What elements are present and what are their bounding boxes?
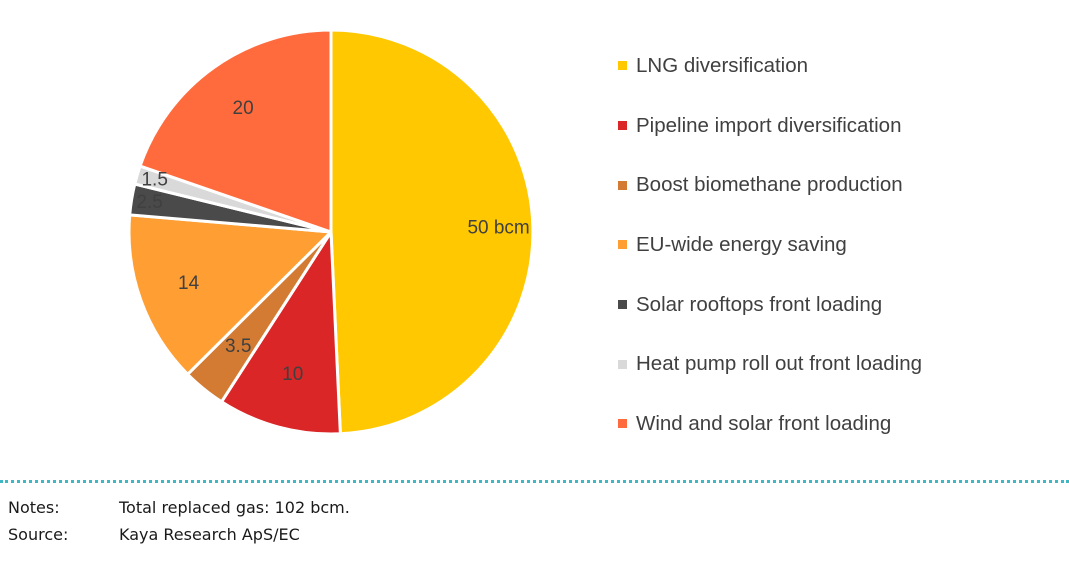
legend-item: Heat pump roll out front loading <box>618 334 922 394</box>
legend-swatch <box>618 300 627 310</box>
source-key: Source: <box>8 525 69 544</box>
pie-value-label: 1.5 <box>141 170 167 191</box>
legend-label: Boost biomethane production <box>636 173 903 197</box>
pie-value-label: 14 <box>178 273 200 294</box>
legend-label: Pipeline import diversification <box>636 113 902 137</box>
legend-label: Heat pump roll out front loading <box>636 352 923 376</box>
legend-swatch <box>618 180 627 190</box>
legend-label: Wind and solar front loading <box>636 411 892 435</box>
pie-slice <box>127 213 333 376</box>
legend-item: EU-wide energy saving <box>618 215 922 275</box>
pie-value-labels: 50 bcm 10 3.5 14 2.51.5 20 <box>136 98 529 385</box>
legend-label: LNG diversification <box>636 53 809 77</box>
notes-value: Total replaced gas: 102 bcm. <box>119 498 350 517</box>
pie-value-label: 3.5 <box>225 336 251 357</box>
legend-swatch <box>618 419 627 429</box>
legend-item: LNG diversification <box>618 36 922 96</box>
legend-swatch <box>618 121 627 131</box>
pie-value-label: 50 bcm <box>467 218 529 239</box>
pie-slice <box>220 230 342 436</box>
pie-chart: 50 bcm 10 3.5 14 2.51.5 20 <box>127 28 535 436</box>
legend-item: Boost biomethane production <box>618 155 922 215</box>
pie-slices <box>127 28 535 436</box>
pie-value-label: 10 <box>282 364 303 385</box>
legend-label: Solar rooftops front loading <box>636 292 883 316</box>
notes-key: Notes: <box>8 498 60 517</box>
dotted-divider <box>0 480 1069 483</box>
pie-value-label: 20 <box>233 98 254 119</box>
legend-swatch <box>618 359 627 369</box>
pie-value-label: 2.5 <box>136 192 162 213</box>
legend-swatch <box>618 240 627 250</box>
chart-legend: LNG diversification Pipeline import diver… <box>618 36 922 454</box>
pie-slice <box>138 28 333 234</box>
legend-label: EU-wide energy saving <box>636 232 847 256</box>
source-value: Kaya Research ApS/EC <box>119 525 300 544</box>
legend-item: Solar rooftops front loading <box>618 275 922 335</box>
pie-slice <box>329 28 535 436</box>
notes-row: Notes: Total replaced gas: 102 bcm. <box>8 494 350 521</box>
legend-item: Pipeline import diversification <box>618 96 922 156</box>
legend-swatch <box>618 61 627 71</box>
chart-notes: Notes: Total replaced gas: 102 bcm. Sour… <box>8 494 350 548</box>
legend-item: Wind and solar front loading <box>618 394 922 454</box>
source-row: Source: Kaya Research ApS/EC <box>8 521 350 548</box>
